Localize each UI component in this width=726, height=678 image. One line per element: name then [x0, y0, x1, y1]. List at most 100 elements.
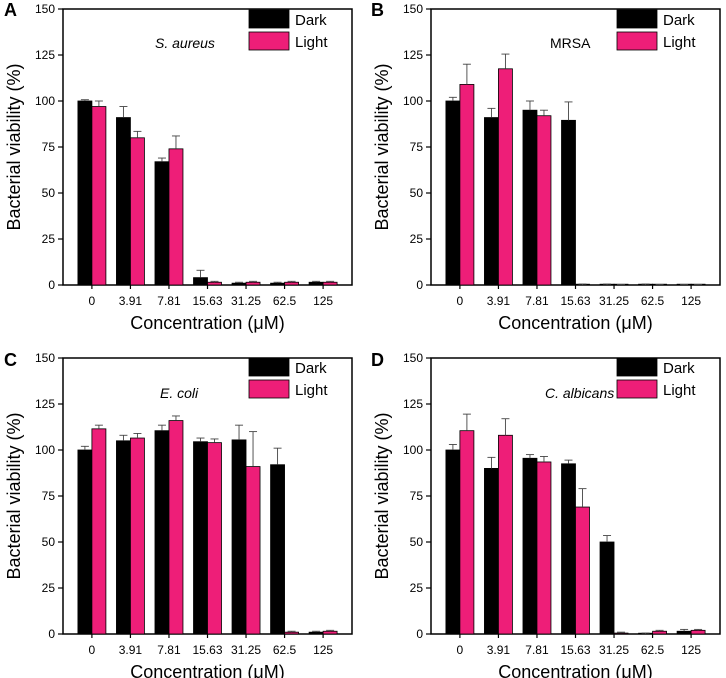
bar-dark — [599, 541, 615, 635]
bar-dark — [522, 457, 538, 635]
x-tick-label: 7.81 — [525, 643, 549, 657]
chart-title: C. albicans — [545, 385, 614, 401]
chart-title: S. aureus — [155, 35, 215, 51]
x-tick-label: 62.5 — [641, 294, 665, 308]
panel-letter: A — [4, 0, 17, 20]
x-tick-label: 15.63 — [560, 643, 590, 657]
bar-dark — [77, 449, 93, 635]
legend-label-light: Light — [295, 382, 328, 399]
bar-light — [130, 137, 145, 286]
legend-swatch-dark — [248, 9, 290, 29]
bar-light — [459, 84, 475, 286]
chart-panel-b: B 0 25 50 75 100 125 150 0 3.91 7.81 15.63 31.25 62.5… — [371, 0, 721, 333]
chart-panel-c: C 0 25 50 75 100 125 150 0 3.91 7.81 15.63 31.25 62.5… — [4, 350, 353, 678]
bar-light — [284, 631, 299, 635]
panel-letter: B — [371, 0, 384, 20]
bar-dark — [270, 464, 285, 635]
y-tick-label: 0 — [48, 278, 55, 292]
bar-dark — [561, 119, 576, 286]
bar-dark — [193, 277, 208, 286]
y-axis-title: Bacterial viability (%) — [4, 412, 24, 579]
bar-light — [536, 115, 552, 286]
legend-swatch-dark — [616, 357, 658, 377]
bar-light — [245, 466, 261, 635]
bar-dark — [484, 467, 499, 635]
bar-dark — [231, 439, 247, 635]
x-tick-label: 31.25 — [231, 643, 261, 657]
bar-dark — [308, 631, 324, 635]
y-tick-label: 125 — [403, 397, 423, 411]
y-tick-label: 75 — [42, 140, 56, 154]
y-tick-label: 25 — [410, 581, 424, 595]
x-tick-label: 31.25 — [599, 643, 629, 657]
y-tick-label: 25 — [42, 232, 56, 246]
bar-dark — [270, 282, 285, 286]
legend-label-dark: Dark — [663, 360, 695, 377]
bar-light — [459, 430, 475, 635]
y-tick-label: 25 — [410, 232, 424, 246]
y-tick-label: 150 — [403, 351, 423, 365]
bar-light — [207, 442, 222, 635]
legend-label-light: Light — [663, 34, 696, 51]
legend-swatch-light — [616, 31, 658, 51]
y-tick-label: 0 — [48, 627, 55, 641]
x-axis-title: Concentration (μM) — [498, 662, 652, 678]
bar-dark — [154, 161, 170, 286]
legend: Dark Light — [248, 357, 328, 399]
x-axis-title: Concentration (μM) — [130, 662, 284, 678]
x-tick-label: 3.91 — [119, 643, 143, 657]
bar-dark — [445, 449, 461, 635]
x-tick-label: 31.25 — [231, 294, 261, 308]
bar-light — [322, 630, 338, 635]
y-tick-label: 50 — [42, 186, 56, 200]
bar-light — [613, 632, 629, 635]
y-tick-label: 75 — [410, 140, 424, 154]
chart-title: E. coli — [160, 385, 199, 401]
panel-letter: C — [4, 350, 17, 370]
x-tick-label: 125 — [313, 643, 333, 657]
bar-light — [168, 148, 184, 286]
x-tick-label: 62.5 — [273, 643, 297, 657]
y-tick-label: 125 — [35, 397, 55, 411]
y-tick-label: 100 — [35, 94, 55, 108]
bar-light — [498, 68, 513, 286]
bar-light — [690, 629, 706, 635]
y-tick-label: 75 — [42, 489, 56, 503]
x-tick-label: 7.81 — [525, 294, 549, 308]
legend-label-dark: Dark — [295, 12, 327, 29]
x-tick-label: 62.5 — [273, 294, 297, 308]
x-tick-label: 0 — [89, 294, 96, 308]
x-axis-title: Concentration (μM) — [130, 313, 284, 333]
x-tick-label: 7.81 — [157, 294, 181, 308]
bar-light — [91, 428, 107, 635]
x-tick-label: 0 — [457, 294, 464, 308]
legend: Dark Light — [616, 9, 696, 51]
bar-light — [245, 281, 261, 286]
x-axis-title: Concentration (μM) — [498, 313, 652, 333]
y-tick-label: 100 — [403, 443, 423, 457]
y-axis-title: Bacterial viability (%) — [372, 63, 392, 230]
bar-dark — [193, 441, 208, 635]
y-tick-label: 0 — [416, 627, 423, 641]
bar-dark — [561, 463, 576, 635]
bar-dark — [445, 100, 461, 286]
x-tick-label: 3.91 — [487, 643, 511, 657]
x-tick-label: 125 — [681, 294, 701, 308]
y-tick-label: 150 — [35, 2, 55, 16]
x-tick-label: 31.25 — [599, 294, 629, 308]
y-tick-label: 125 — [35, 48, 55, 62]
legend-label-light: Light — [663, 382, 696, 399]
bar-light — [536, 461, 552, 635]
bar-dark — [484, 117, 499, 286]
bar-light — [168, 420, 184, 635]
legend-swatch-light — [248, 379, 290, 399]
y-tick-label: 125 — [403, 48, 423, 62]
bar-dark — [116, 117, 131, 286]
x-tick-label: 62.5 — [641, 643, 665, 657]
bar-dark — [231, 282, 247, 286]
legend-swatch-light — [248, 31, 290, 51]
bar-dark — [522, 109, 538, 286]
bar-light — [130, 437, 145, 635]
legend-label-dark: Dark — [295, 360, 327, 377]
